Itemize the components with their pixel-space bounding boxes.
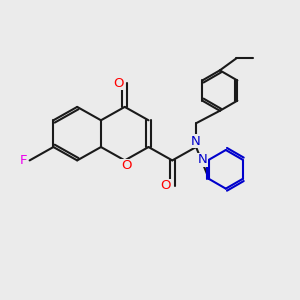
Text: O: O: [121, 159, 131, 172]
Text: O: O: [113, 76, 123, 90]
Text: N: N: [198, 153, 207, 166]
Text: N: N: [191, 135, 201, 148]
Text: F: F: [19, 154, 27, 167]
Text: O: O: [160, 179, 171, 192]
